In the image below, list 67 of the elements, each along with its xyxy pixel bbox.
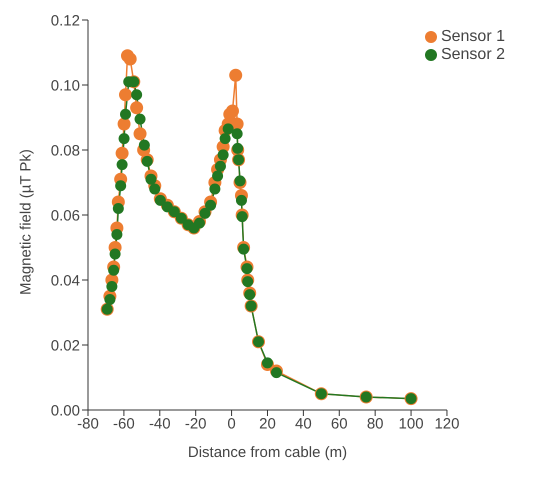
point	[209, 184, 220, 194]
x-tick-label: 100	[398, 416, 424, 433]
point	[222, 123, 234, 134]
point	[226, 104, 239, 118]
point	[130, 101, 144, 114]
point	[236, 194, 247, 206]
point	[120, 108, 132, 120]
point	[145, 174, 156, 185]
point	[212, 170, 224, 182]
x-tick-label: 20	[259, 416, 276, 433]
point	[154, 194, 166, 206]
point	[115, 180, 126, 192]
point	[131, 89, 142, 100]
point	[242, 263, 253, 274]
y-tick-label: 0.10	[50, 77, 80, 94]
x-tick-label: -80	[77, 416, 99, 433]
x-axis-title: Distance from cable (m)	[188, 444, 348, 461]
point	[244, 289, 256, 300]
point	[111, 229, 122, 240]
point	[119, 88, 132, 102]
point	[242, 276, 254, 288]
x-tick-label: -60	[113, 416, 135, 433]
point	[106, 281, 118, 292]
point	[234, 175, 246, 186]
x-tick-label: 80	[366, 416, 384, 433]
point	[134, 127, 147, 140]
point	[205, 200, 216, 211]
point	[108, 264, 120, 276]
x-tick-label: -40	[148, 416, 171, 433]
x-tick-label: 0	[227, 416, 236, 433]
point	[104, 294, 116, 305]
y-tick-label: 0.08	[50, 142, 80, 160]
x-tick-label: 40	[295, 416, 312, 433]
point	[138, 140, 150, 151]
y-tick-label: 0.04	[50, 272, 80, 290]
point	[110, 248, 121, 260]
point	[134, 114, 146, 125]
y-axis-title: Magnetic field (µT Pk)	[17, 149, 34, 295]
legend-label: Sensor 1	[440, 28, 505, 45]
point	[218, 149, 229, 160]
point	[116, 159, 128, 170]
point	[118, 133, 130, 144]
x-tick-label: -20	[184, 416, 207, 433]
point	[116, 146, 129, 160]
x-tick-label: 120	[434, 416, 460, 433]
y-tick-label: 0.06	[50, 207, 80, 224]
point	[200, 208, 211, 219]
point	[270, 367, 282, 378]
point	[232, 128, 243, 140]
point	[124, 52, 137, 66]
point	[112, 203, 124, 214]
point	[238, 244, 250, 255]
point	[262, 357, 273, 368]
point	[194, 218, 205, 229]
y-tick-label: 0.02	[50, 337, 80, 354]
y-tick-label: 0.00	[50, 402, 80, 420]
legend-label: Sensor 2	[440, 46, 505, 63]
point	[118, 118, 131, 130]
point	[229, 68, 242, 82]
point	[149, 184, 160, 194]
x-tick-label: 60	[330, 416, 348, 433]
point	[214, 160, 226, 172]
point	[232, 142, 244, 154]
point	[142, 156, 153, 167]
y-tick-label: 0.12	[50, 12, 80, 30]
point	[220, 133, 231, 144]
point	[236, 211, 248, 222]
